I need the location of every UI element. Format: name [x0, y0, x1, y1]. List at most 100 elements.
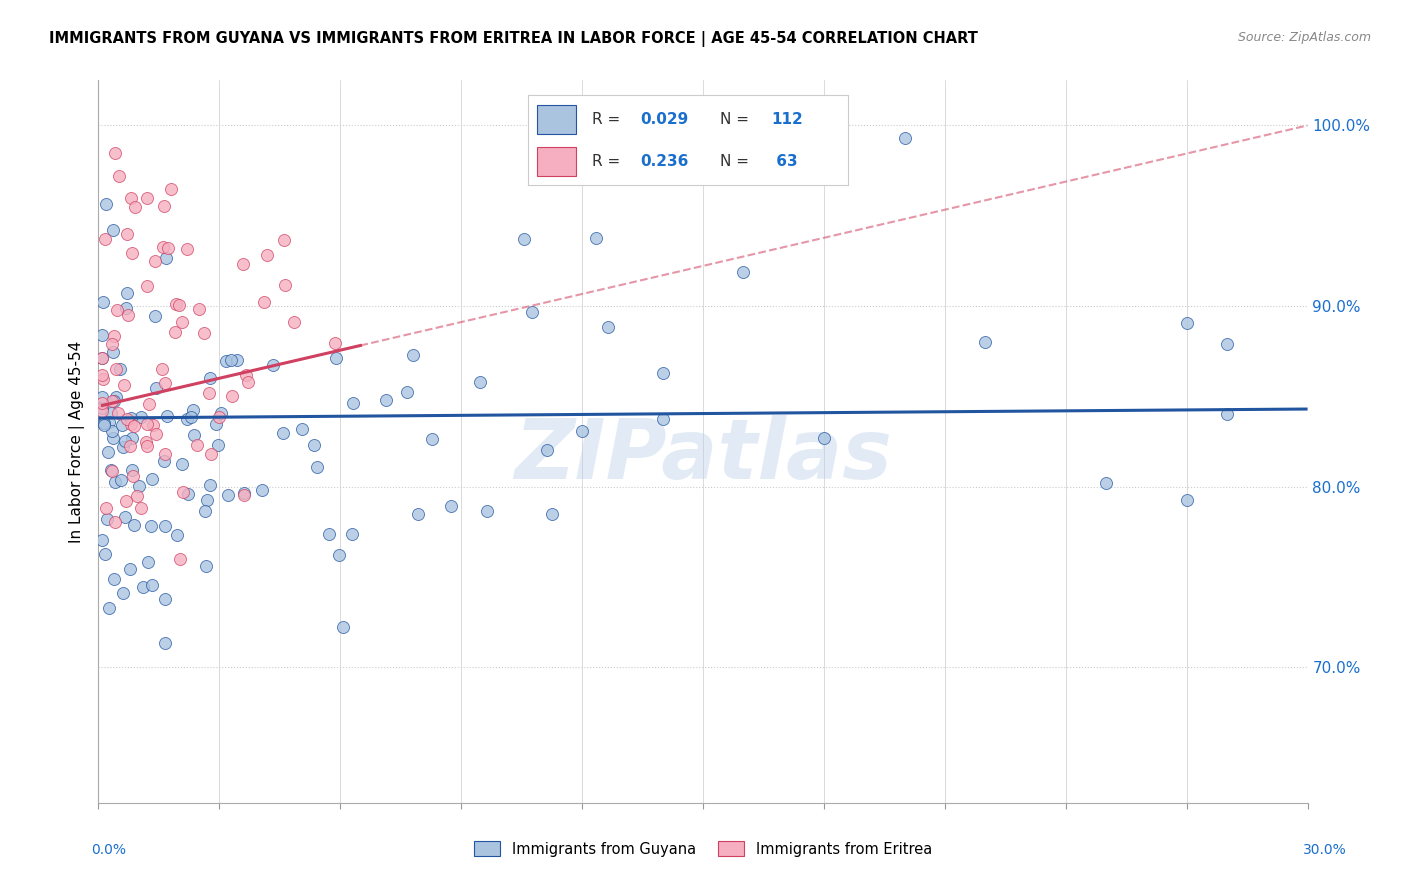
Point — [103, 223, 125, 237]
Point — [91, 328, 114, 343]
Point — [143, 309, 166, 323]
Point — [120, 411, 142, 425]
Point — [374, 393, 396, 408]
Point — [114, 434, 136, 449]
Point — [91, 351, 114, 365]
Point — [194, 504, 217, 518]
Point — [155, 251, 177, 265]
Point — [114, 510, 136, 524]
Point — [233, 488, 256, 502]
Point — [318, 527, 340, 541]
Point — [974, 334, 997, 349]
Point — [103, 145, 125, 160]
Y-axis label: In Labor Force | Age 45-54: In Labor Force | Age 45-54 — [69, 341, 84, 542]
Point — [273, 233, 295, 247]
Point — [232, 257, 254, 271]
Point — [325, 351, 347, 366]
Text: 0.0%: 0.0% — [91, 843, 127, 857]
Point — [153, 199, 176, 213]
Point — [135, 191, 157, 205]
Point — [91, 294, 114, 309]
Point — [180, 409, 202, 424]
Point — [103, 475, 125, 489]
Point — [103, 572, 125, 586]
Point — [94, 547, 117, 561]
Point — [94, 196, 117, 211]
Point — [104, 390, 127, 404]
Point — [93, 418, 115, 433]
Point — [420, 433, 443, 447]
Point — [1216, 336, 1239, 351]
Point — [235, 368, 257, 383]
Point — [97, 444, 120, 458]
Point — [153, 518, 176, 533]
Point — [152, 362, 174, 376]
Point — [332, 620, 354, 634]
Point — [176, 412, 198, 426]
Point — [209, 406, 232, 420]
Point — [342, 396, 364, 410]
Legend: Immigrants from Guyana, Immigrants from Eritrea: Immigrants from Guyana, Immigrants from … — [468, 835, 938, 863]
Point — [117, 412, 139, 426]
Point — [96, 512, 118, 526]
Point — [205, 417, 228, 432]
Point — [91, 390, 114, 404]
Point — [101, 394, 124, 409]
Point — [813, 431, 835, 445]
Point — [208, 409, 231, 424]
Point — [91, 396, 114, 410]
Point — [93, 232, 115, 246]
Point — [135, 434, 157, 449]
Point — [406, 507, 429, 521]
Point — [283, 315, 305, 329]
Point — [129, 409, 152, 424]
Point — [91, 368, 114, 382]
Point — [733, 264, 755, 278]
Point — [131, 580, 153, 594]
Point — [141, 472, 163, 486]
Point — [122, 468, 145, 483]
Point — [112, 440, 135, 454]
Point — [186, 438, 208, 452]
Point — [121, 245, 143, 260]
Point — [236, 375, 259, 389]
Point — [1175, 492, 1198, 507]
Point — [225, 353, 247, 368]
Point — [172, 485, 194, 500]
Point — [176, 243, 198, 257]
Point — [107, 406, 129, 420]
Point — [107, 302, 129, 317]
Point — [101, 464, 124, 478]
Point — [93, 416, 115, 430]
Text: Source: ZipAtlas.com: Source: ZipAtlas.com — [1237, 31, 1371, 45]
Point — [193, 326, 215, 340]
Point — [169, 552, 191, 566]
Point — [217, 488, 239, 502]
Point — [165, 325, 187, 339]
Point — [157, 241, 180, 255]
Point — [651, 412, 673, 426]
Point — [91, 351, 114, 366]
Point — [160, 181, 183, 195]
Point — [112, 377, 135, 392]
Point — [136, 555, 159, 569]
Point — [165, 296, 187, 310]
Point — [221, 389, 243, 403]
Point — [194, 559, 217, 574]
Point — [114, 301, 136, 315]
Point — [135, 278, 157, 293]
Point — [91, 404, 114, 418]
Point — [170, 457, 193, 471]
Point — [541, 507, 564, 521]
Point — [152, 240, 174, 254]
Point — [122, 517, 145, 532]
Point — [128, 478, 150, 492]
Point — [129, 500, 152, 515]
Point — [598, 320, 620, 334]
Point — [651, 366, 673, 380]
Point — [118, 439, 141, 453]
Point — [143, 253, 166, 268]
Text: ZIPatlas: ZIPatlas — [515, 416, 891, 497]
Point — [181, 402, 204, 417]
Point — [107, 169, 129, 183]
